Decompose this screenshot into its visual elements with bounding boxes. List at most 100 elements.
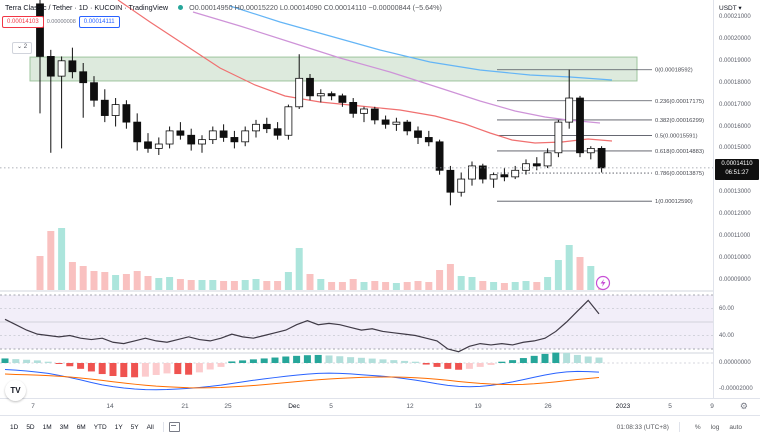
macd-histogram-bar — [552, 352, 560, 363]
macd-scale-label: -0.00002000 — [719, 386, 753, 392]
candle-body — [57, 60, 66, 77]
candle-body — [414, 130, 422, 138]
candle-body — [349, 102, 358, 114]
candle-body — [316, 93, 325, 97]
range-button-1y[interactable]: 1Y — [114, 423, 123, 431]
volume-bar — [382, 282, 390, 290]
chart-legend[interactable]: Terra Classic / Tether · 1D · KUCOIN · T… — [5, 3, 442, 12]
go-to-date-icon[interactable] — [168, 422, 180, 432]
candle-body — [360, 108, 368, 114]
volume-bar — [155, 278, 163, 290]
volume-bar — [392, 283, 400, 290]
macd-histogram-bar — [325, 355, 333, 363]
candle-body — [219, 130, 228, 138]
candle-body — [489, 174, 498, 180]
candle-body — [176, 130, 185, 136]
macd-histogram-bar — [239, 360, 247, 363]
volume-bar — [490, 282, 498, 290]
gear-icon[interactable]: ⚙ — [739, 401, 748, 411]
macd-histogram-bar — [195, 363, 203, 373]
volume-bar — [122, 274, 130, 290]
candle-body — [392, 121, 401, 125]
auto-scale-button[interactable]: auto — [729, 423, 742, 431]
chart-canvas[interactable]: 0(0.00018592) 0.236(0.00017175) 0.382(0.00… — [0, 0, 713, 398]
macd-histogram-bar — [368, 358, 376, 363]
volume-bar — [565, 245, 573, 290]
volume-bar — [295, 248, 303, 290]
range-button-ytd[interactable]: YTD — [93, 423, 107, 431]
macd-histogram-bar — [131, 363, 139, 378]
candle-body — [457, 178, 466, 193]
macd-histogram-bar — [249, 359, 257, 363]
volume-bar — [79, 266, 87, 290]
price-scale[interactable]: USDT ▾ 0.00021000 0.00020000 0.00019000 0.0… — [713, 0, 760, 398]
scale-mode-buttons: % log auto — [685, 424, 752, 431]
percent-scale-button[interactable]: % — [694, 423, 701, 431]
ask-price-button[interactable]: 0.00014111 — [78, 16, 120, 28]
candle-body — [122, 104, 131, 123]
volume-bar — [446, 264, 454, 290]
tradingview-logo[interactable]: TV — [5, 380, 26, 401]
range-button-6m[interactable]: 6M — [76, 423, 86, 431]
candle-body — [338, 95, 347, 103]
rsi-scale-label: 60.00 — [719, 305, 735, 312]
candle-body — [252, 123, 260, 132]
range-button-3m[interactable]: 3M — [59, 423, 69, 431]
bottom-toolbar: 1D 5D 1M 3M 6M YTD 1Y 5Y All 01:08:33 (UTC+8) % l… — [0, 415, 760, 437]
symbol-title[interactable]: Terra Classic / Tether · 1D · KUCOIN · T… — [5, 3, 169, 12]
volume-bar — [403, 282, 411, 290]
volume-bar — [414, 281, 422, 290]
candle-body — [576, 97, 584, 154]
macd-histogram-bar — [519, 358, 527, 363]
collapsed-count: 2 — [23, 44, 28, 50]
volume-bar — [533, 282, 541, 290]
volume-bar — [457, 276, 465, 290]
volume-bar — [306, 274, 314, 290]
macd-histogram-bar — [55, 363, 63, 364]
range-button-5y[interactable]: 5Y — [130, 423, 139, 431]
price-scale-currency-dropdown[interactable]: USDT ▾ — [719, 5, 742, 12]
log-scale-button[interactable]: log — [710, 423, 720, 431]
macd-histogram-bar — [293, 355, 301, 363]
range-button-all[interactable]: All — [146, 423, 154, 431]
candle-body — [154, 143, 163, 149]
macd-histogram-bar — [23, 359, 31, 363]
candle-body — [306, 77, 314, 97]
market-status-icon — [178, 5, 184, 10]
volume-bar — [47, 231, 55, 290]
price-scale-label: 0.00019000 — [719, 57, 751, 64]
macd-histogram-bar — [433, 363, 441, 367]
collapsed-indicators-button[interactable]: ⌄ 2 — [12, 42, 33, 54]
macd-histogram-bar — [390, 360, 398, 363]
supply-zone[interactable] — [29, 56, 638, 82]
time-axis-label: 19 — [474, 403, 482, 410]
candle-body — [446, 169, 455, 193]
volume-bar — [511, 282, 519, 290]
time-axis-label: 26 — [544, 403, 552, 410]
range-button-1d[interactable]: 1D — [10, 423, 19, 431]
macd-histogram-bar — [282, 356, 290, 363]
candle-body — [468, 165, 476, 180]
last-price-label: 0.00014110 06:51:27 — [715, 158, 759, 181]
range-button-1m[interactable]: 1M — [42, 423, 52, 431]
range-button-5d[interactable]: 5D — [26, 423, 35, 431]
volume-bar — [252, 279, 260, 290]
rsi-scale-label: 40.00 — [719, 332, 735, 339]
candle-body — [597, 147, 606, 169]
macd-histogram-bar — [152, 363, 160, 375]
chevron-down-icon: ▾ — [738, 5, 742, 12]
time-axis-label: Dec — [288, 403, 300, 410]
candle-body — [500, 174, 509, 178]
macd-histogram-bar — [411, 361, 419, 363]
macd-histogram-bar — [336, 356, 344, 363]
volume-bar — [576, 257, 584, 290]
bid-price-button[interactable]: 0.00014103 — [2, 16, 44, 28]
candle-body — [522, 163, 530, 171]
macd-histogram-bar — [98, 363, 106, 375]
price-scale-label: 0.00017000 — [719, 101, 751, 108]
time-axis[interactable]: 7 14 21 25 Dec 5 12 19 26 2023 5 9 ⚙ — [0, 398, 760, 416]
candle-body — [79, 71, 88, 84]
macd-histogram-bar — [465, 363, 473, 369]
candle-body — [554, 121, 563, 154]
timezone-clock[interactable]: 01:08:33 (UTC+8) — [616, 423, 669, 431]
